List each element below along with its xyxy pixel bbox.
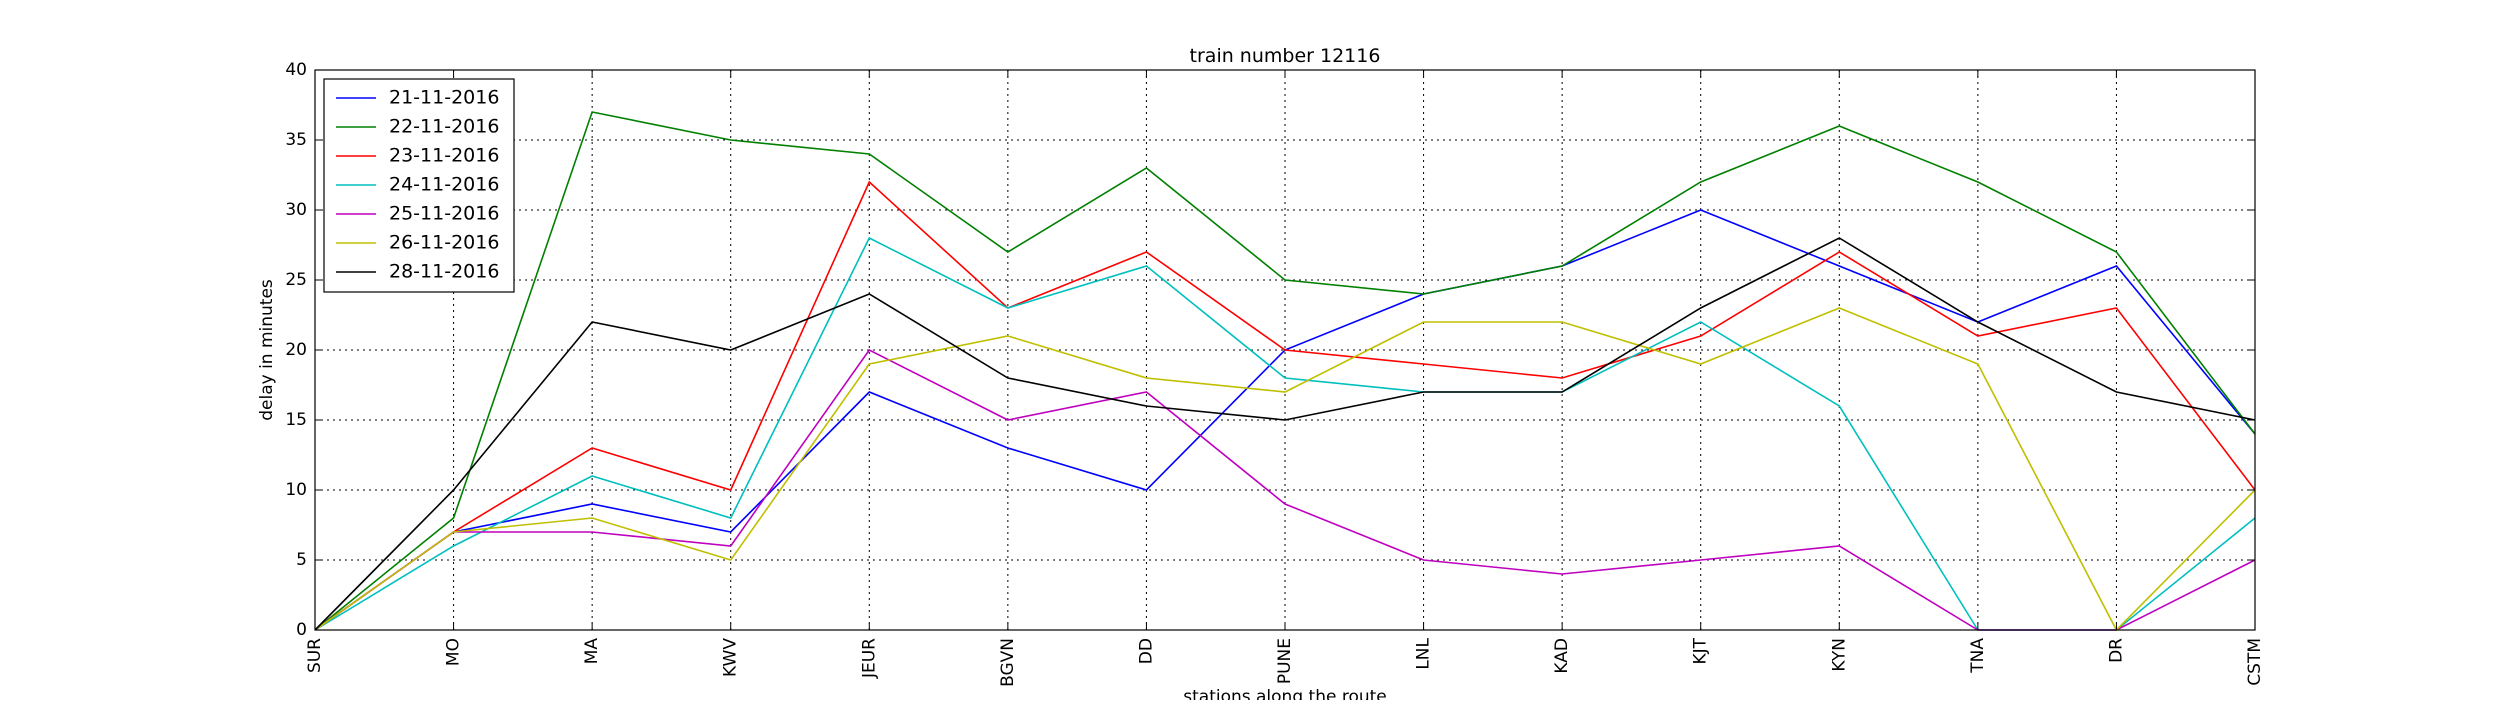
series-line-25-11-2016: [314, 348, 2256, 631]
legend-label: 23-11-2016: [389, 145, 499, 167]
x-tick-label: KWV: [721, 638, 741, 677]
series-line-23-11-2016: [314, 180, 2256, 631]
x-tick-label: TNA: [1968, 638, 1988, 674]
series-lines: [314, 111, 2256, 632]
x-tick-label: LNL: [1414, 637, 1434, 669]
legend-label: 26-11-2016: [389, 232, 499, 254]
x-tick-label: KYN: [1829, 638, 1849, 672]
legend-label: 21-11-2016: [389, 87, 499, 109]
x-tick-label: KJT: [1691, 637, 1711, 664]
y-axis-label: delay in minutes: [257, 279, 277, 421]
x-tick-label: JEUR: [859, 638, 879, 679]
legend-label: 22-11-2016: [389, 116, 499, 138]
x-tick-label: SUR: [305, 638, 325, 673]
legend-label: 28-11-2016: [389, 261, 499, 283]
series-line-26-11-2016: [314, 307, 2256, 632]
legend-label: 24-11-2016: [389, 174, 499, 196]
x-tick-label: MA: [582, 638, 602, 665]
x-tick-label: DR: [2106, 638, 2126, 663]
series-line-28-11-2016: [314, 237, 2256, 631]
y-tick-label: 40: [285, 60, 307, 80]
x-tick-label: CSTM: [2245, 638, 2265, 686]
y-tick-label: 20: [285, 340, 307, 360]
legend: 21-11-2016 22-11-2016 23-11-2016 24-11-2016…: [323, 78, 515, 293]
x-tick-label: MO: [444, 638, 464, 666]
series-line-24-11-2016: [314, 236, 2256, 631]
y-tick-label: 10: [285, 480, 307, 500]
chart-title: train number 12116: [1190, 45, 1381, 67]
legend-label: 25-11-2016: [389, 203, 499, 225]
y-tick-label: 30: [285, 200, 307, 220]
y-tick-label: 25: [285, 270, 307, 290]
y-tick-label: 0: [296, 620, 307, 640]
y-tick-label: 35: [285, 130, 307, 150]
series-line-22-11-2016: [314, 111, 2256, 631]
x-tick-label: DD: [1136, 638, 1156, 664]
x-tick-label: BGVN: [998, 638, 1018, 687]
y-tick-label: 15: [285, 410, 307, 430]
x-axis-label: stations along the route: [1183, 687, 1387, 700]
y-tick-label: 5: [296, 550, 307, 570]
axis-ticks: SUR MO MA KWV JEUR BGVN DD PUNE LNL KAD KJT KYN TNA D…: [285, 60, 2265, 687]
x-tick-label: PUNE: [1275, 638, 1295, 684]
x-tick-label: KAD: [1552, 638, 1572, 674]
